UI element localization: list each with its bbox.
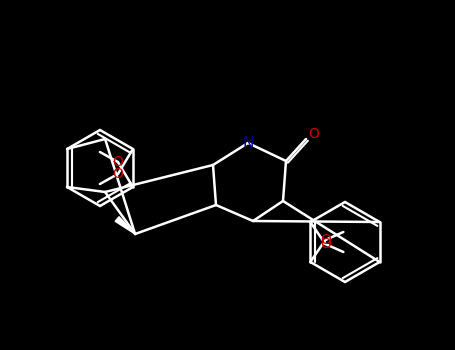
Text: O: O <box>112 155 123 169</box>
Text: O: O <box>320 237 331 251</box>
Text: O: O <box>308 127 319 141</box>
Text: O: O <box>320 233 331 247</box>
Polygon shape <box>115 217 135 234</box>
Text: O: O <box>112 167 123 181</box>
Text: N: N <box>243 135 254 150</box>
